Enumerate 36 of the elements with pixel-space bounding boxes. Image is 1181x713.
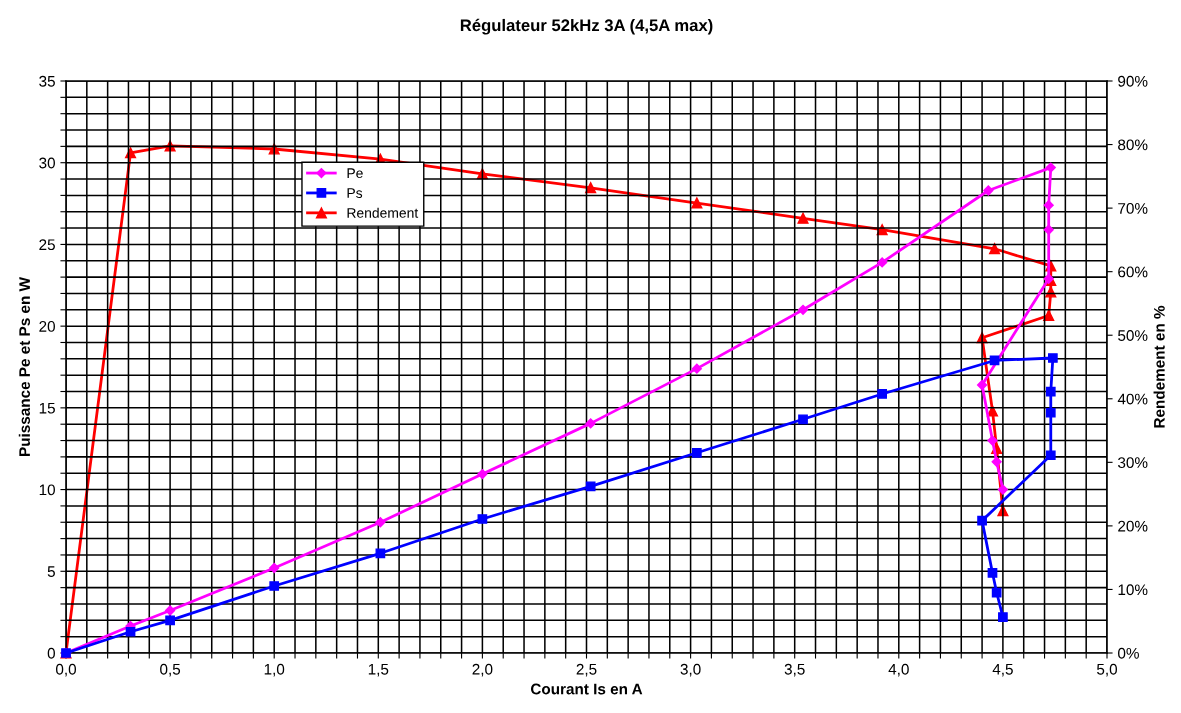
x-tick-label: 4,0	[888, 663, 909, 677]
y2-tick-label: 80%	[1118, 139, 1148, 151]
y2-tick-label: 50%	[1118, 330, 1148, 341]
x-tick-label: 0,5	[160, 663, 181, 677]
x-tick-label: 4,5	[992, 663, 1013, 677]
y-tick-label: 20	[39, 321, 55, 332]
y-tick-label: 10	[39, 484, 55, 496]
legend-label: Ps	[347, 188, 363, 198]
x-tick-label: 5,0	[1096, 663, 1118, 677]
chart-title: Régulateur 52kHz 3A (4,5A max)	[460, 18, 713, 35]
y-axis-title: Puissance Pe et Ps en W	[18, 277, 31, 456]
x-tick-label: 1,5	[368, 663, 389, 677]
y-tick-label: 5	[47, 566, 55, 577]
x-tick-label: 2,0	[472, 663, 493, 677]
x-axis-title: Courant Is en A	[530, 683, 643, 695]
y2-tick-label: 60%	[1118, 266, 1148, 278]
y2-tick-label: 10%	[1118, 584, 1148, 596]
y2-tick-label: 30%	[1118, 457, 1148, 469]
x-tick-label: 3,0	[680, 663, 701, 677]
y-tick-label: 15	[39, 402, 55, 414]
y-tick-label: 0	[47, 647, 55, 659]
y2-tick-label: 90%	[1118, 75, 1148, 87]
y2-tick-label: 70%	[1118, 202, 1148, 214]
y2-axis-title: Rendement en %	[1153, 305, 1165, 428]
y-tick-label: 30	[39, 157, 55, 169]
y2-tick-label: 0%	[1118, 647, 1139, 659]
x-tick-label: 1,0	[264, 663, 285, 677]
legend-label: Pe	[347, 168, 363, 179]
x-tick-label: 0,0	[55, 663, 77, 677]
y2-tick-label: 40%	[1117, 393, 1148, 405]
legend-label: Rendement	[347, 207, 419, 218]
y-tick-label: 25	[39, 239, 55, 251]
x-tick-label: 3,5	[784, 663, 805, 677]
y-tick-label: 35	[39, 75, 55, 87]
y2-tick-label: 20%	[1118, 520, 1148, 532]
x-tick-label: 2,5	[576, 663, 597, 677]
